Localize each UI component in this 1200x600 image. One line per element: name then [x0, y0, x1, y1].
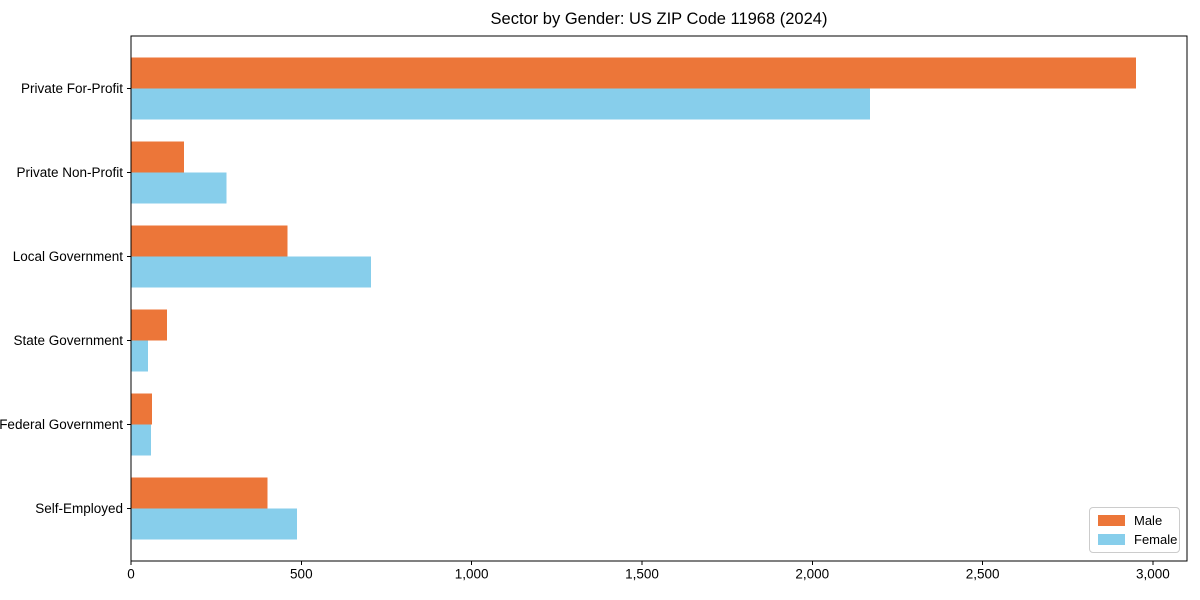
- bar-female-state-government: [131, 340, 149, 372]
- x-tick-label-0: 0: [127, 567, 135, 582]
- plot-frame: [130, 35, 1188, 562]
- bar-female-federal-government: [131, 424, 151, 456]
- bar-male-state-government: [131, 309, 167, 341]
- y-tick-label-state-government: State Government: [13, 333, 123, 348]
- bar-female-self-employed: [131, 508, 297, 540]
- legend-swatch-male: [1098, 515, 1125, 526]
- x-tick-label-3: 1,500: [625, 567, 659, 582]
- bar-male-private-non-profit: [131, 141, 184, 173]
- bar-male-federal-government: [131, 393, 153, 425]
- x-tick-label-1: 500: [290, 567, 313, 582]
- y-tick-label-private-non-profit: Private Non-Profit: [16, 165, 123, 180]
- x-tick-label-2: 1,000: [455, 567, 489, 582]
- y-tick-label-private-for-profit: Private For-Profit: [21, 81, 123, 96]
- bar-female-local-government: [131, 256, 372, 288]
- legend-label-male: Male: [1134, 513, 1163, 528]
- y-tick-label-local-government: Local Government: [13, 249, 124, 264]
- x-tick-label-6: 3,000: [1136, 567, 1170, 582]
- bar-female-private-for-profit: [131, 88, 871, 120]
- x-tick-label-4: 2,000: [795, 567, 829, 582]
- bar-male-local-government: [131, 225, 288, 257]
- chart-title: Sector by Gender: US ZIP Code 11968 (202…: [490, 10, 828, 28]
- legend-label-female: Female: [1134, 532, 1178, 547]
- legend-swatch-female: [1098, 534, 1125, 545]
- y-tick-label-federal-government: Federal Government: [0, 417, 123, 432]
- legend-item-male: Male: [1098, 514, 1171, 527]
- bar-male-self-employed: [131, 477, 268, 509]
- y-tick-label-self-employed: Self-Employed: [35, 501, 123, 516]
- legend-item-female: Female: [1098, 533, 1177, 546]
- legend: Male Female: [1089, 507, 1180, 553]
- x-tick-label-5: 2,500: [966, 567, 1000, 582]
- bar-female-private-non-profit: [131, 172, 227, 204]
- bar-male-private-for-profit: [131, 57, 1136, 89]
